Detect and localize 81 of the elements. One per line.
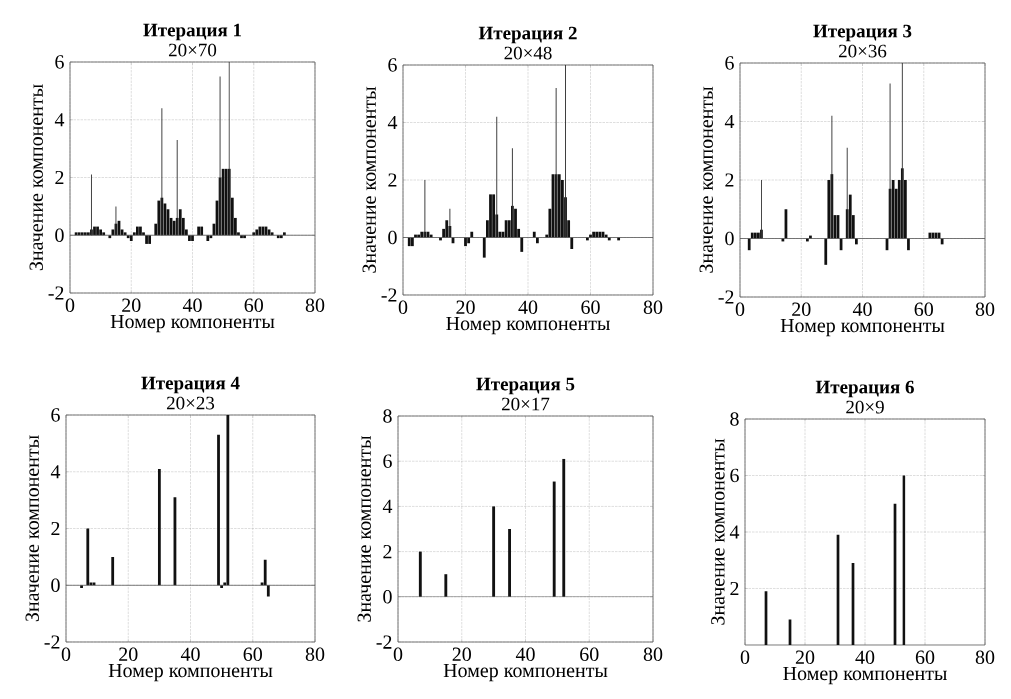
y-tick-label: -2	[381, 288, 397, 302]
y-tick-label: 4	[54, 113, 65, 127]
y-tick-label: 0	[725, 231, 734, 246]
x-tick-label: 60	[243, 647, 262, 662]
y-tick-label: 2	[55, 170, 64, 185]
chart-subtitle: 20×17	[501, 397, 550, 411]
x-axis-title: Номер компоненты	[783, 666, 947, 685]
y-tick-label: 4	[724, 114, 735, 129]
y-tick-label: 8	[730, 412, 739, 426]
y-tick-label: 4	[387, 115, 398, 130]
x-tick-label: 20	[119, 647, 138, 662]
y-tick-label: 2	[383, 544, 392, 559]
y-tick-label: 6	[725, 56, 734, 70]
y-axis-title: Значение компоненты	[711, 438, 725, 625]
x-tick-label: 20	[122, 298, 141, 313]
x-tick-label: 80	[975, 650, 995, 665]
chart-title: Итерация 2	[478, 26, 577, 44]
y-tick-label: 6	[730, 468, 739, 483]
x-axis-title: Номер компоненты	[443, 663, 608, 682]
y-axis-title: Значение компоненты	[699, 86, 713, 273]
chart-title: Итерация 5	[476, 377, 575, 395]
y-tick-label: 4	[50, 465, 61, 479]
chart-subtitle: 20×9	[846, 400, 884, 414]
y-tick-label: 8	[383, 409, 392, 423]
x-tick-label: 40	[515, 647, 535, 662]
x-tick-label: 40	[180, 647, 200, 662]
y-tick-label: 0	[383, 590, 392, 604]
x-tick-label: 20	[792, 302, 811, 317]
x-axis-title: Номер компоненты	[108, 663, 273, 682]
y-tick-label: -2	[718, 290, 734, 304]
x-tick-label: 40	[518, 300, 538, 315]
y-tick-label: 0	[51, 578, 60, 592]
x-tick-label: 0	[65, 298, 75, 313]
y-axis-title: Значение компоненты	[362, 86, 376, 273]
y-tick-label: 2	[388, 173, 397, 187]
chart-subtitle: 20×48	[504, 46, 552, 60]
x-tick-label: 60	[914, 302, 933, 317]
y-tick-label: 2	[730, 581, 739, 596]
chart-title: Итерация 4	[141, 376, 240, 394]
y-tick-label: 0	[55, 228, 64, 242]
x-axis-title: Номер компоненты	[446, 316, 610, 335]
x-tick-label: 80	[305, 298, 325, 313]
y-tick-label: -2	[44, 635, 60, 649]
y-tick-label: 4	[729, 525, 740, 539]
x-tick-label: 0	[740, 650, 750, 665]
x-tick-label: 60	[915, 650, 935, 665]
chart-title: Итерация 3	[813, 24, 912, 42]
x-tick-label: 40	[855, 650, 875, 665]
y-tick-label: 2	[725, 173, 734, 187]
y-tick-label: 0	[388, 230, 397, 245]
y-tick-label: 6	[55, 55, 64, 69]
y-tick-label: 4	[382, 499, 393, 513]
y-axis-title: Значение компоненты	[357, 435, 371, 622]
x-tick-label: 20	[456, 300, 475, 315]
x-tick-label: 60	[580, 647, 599, 662]
chart-subtitle: 20×70	[168, 43, 217, 57]
x-tick-label: 80	[643, 647, 663, 662]
chart-subtitle: 20×36	[838, 44, 887, 58]
x-tick-label: 40	[182, 298, 202, 313]
y-tick-label: 6	[388, 58, 397, 72]
y-tick-label: -2	[48, 286, 64, 300]
chart-subtitle: 20×23	[166, 396, 215, 410]
chart-title: Итерация 1	[143, 23, 242, 41]
x-tick-label: 0	[398, 300, 408, 315]
y-tick-label: 6	[383, 454, 392, 468]
y-axis-title: Значение компоненты	[25, 435, 39, 622]
x-tick-label: 20	[795, 650, 815, 665]
y-tick-label: -2	[376, 635, 392, 649]
x-tick-label: 80	[643, 300, 663, 315]
x-tick-label: 60	[244, 298, 263, 313]
x-tick-label: 80	[305, 647, 325, 662]
x-axis-title: Номер компоненты	[110, 314, 275, 333]
x-axis-title: Номер компоненты	[780, 318, 945, 337]
x-tick-label: 60	[581, 300, 600, 315]
y-tick-label: 2	[51, 521, 60, 536]
x-tick-label: 80	[975, 302, 995, 317]
chart-title: Итерация 6	[815, 380, 914, 398]
y-tick-label: 6	[51, 408, 60, 422]
x-tick-label: 40	[852, 302, 872, 317]
x-tick-label: 20	[452, 647, 471, 662]
y-axis-title: Значение компоненты	[29, 84, 43, 271]
